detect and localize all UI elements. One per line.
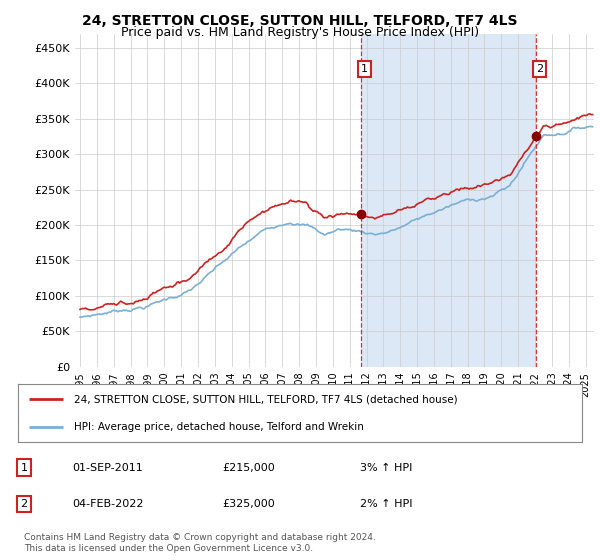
Text: 24, STRETTON CLOSE, SUTTON HILL, TELFORD, TF7 4LS: 24, STRETTON CLOSE, SUTTON HILL, TELFORD… [82, 14, 518, 28]
Text: HPI: Average price, detached house, Telford and Wrekin: HPI: Average price, detached house, Telf… [74, 422, 364, 432]
Text: 3% ↑ HPI: 3% ↑ HPI [360, 463, 412, 473]
Text: 24, STRETTON CLOSE, SUTTON HILL, TELFORD, TF7 4LS (detached house): 24, STRETTON CLOSE, SUTTON HILL, TELFORD… [74, 394, 458, 404]
Text: 2: 2 [20, 499, 28, 509]
Text: 01-SEP-2011: 01-SEP-2011 [72, 463, 143, 473]
Text: Contains HM Land Registry data © Crown copyright and database right 2024.
This d: Contains HM Land Registry data © Crown c… [24, 533, 376, 553]
Text: 1: 1 [361, 64, 368, 74]
Text: 2: 2 [536, 64, 544, 74]
Text: 1: 1 [20, 463, 28, 473]
Text: Price paid vs. HM Land Registry's House Price Index (HPI): Price paid vs. HM Land Registry's House … [121, 26, 479, 39]
Bar [361, 34, 536, 367]
Text: 2% ↑ HPI: 2% ↑ HPI [360, 499, 413, 509]
Text: £215,000: £215,000 [222, 463, 275, 473]
Text: 04-FEB-2022: 04-FEB-2022 [72, 499, 143, 509]
Text: £325,000: £325,000 [222, 499, 275, 509]
